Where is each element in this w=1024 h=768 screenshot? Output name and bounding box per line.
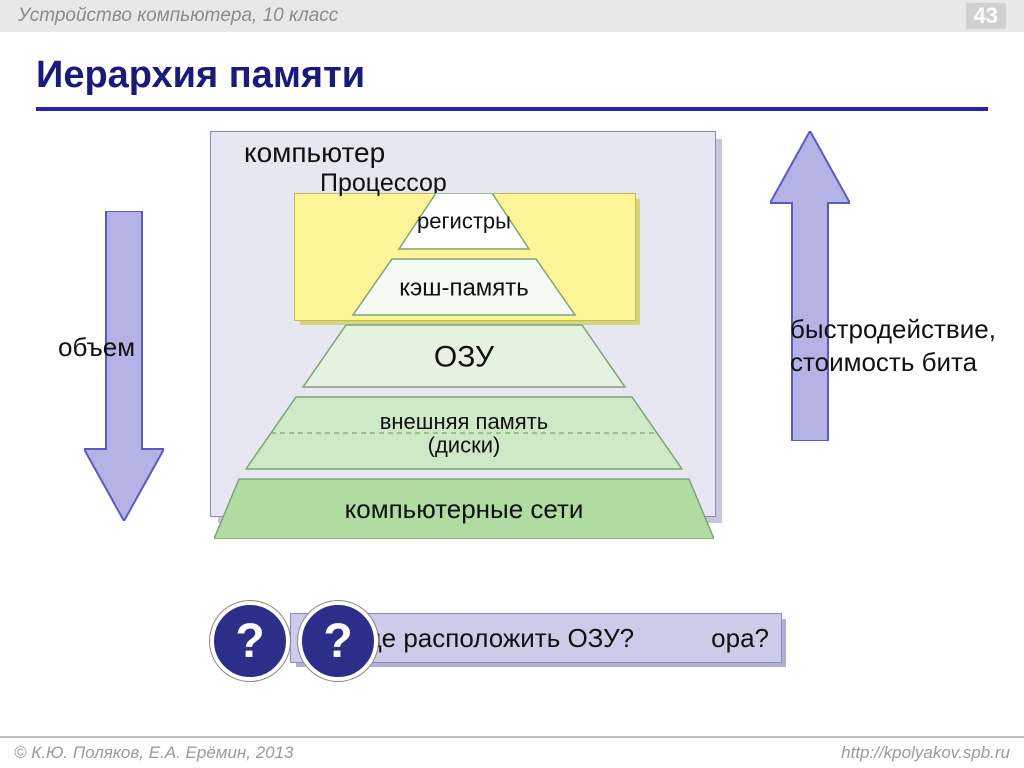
pyramid-level-label: компьютерные сети [345,494,584,524]
pyramid-level-label: кэш-память [399,274,529,301]
question-fragment-right: ора? [711,623,769,654]
question-mark-icon: ? [298,601,378,681]
footer: © К.Ю. Поляков, Е.А. Ерёмин, 2013 http:/… [0,736,1024,768]
page-number: 43 [966,3,1006,29]
top-bar: Устройство компьютера, 10 класс 43 [0,0,1024,32]
pyramid-level-label: (диски) [428,432,501,457]
volume-label: объем [58,331,135,364]
memory-pyramid: регистры кэш-память ОЗУ внешняя память(диск… [214,193,714,539]
title-underline [36,107,988,111]
computer-label: компьютер [244,137,385,169]
speed-arrow-icon [770,131,850,441]
pyramid-level-label: регистры [417,209,511,234]
question-mark-icon: ? [210,601,290,681]
speed-cost-label: быстродействие,стоимость бита [790,313,996,378]
diagram-stage: компьютер Процессор регистрыкэш-памятьОЗ… [0,127,1024,697]
pyramid-level-label: внешняя память [380,409,549,434]
question-text: Где расположить ОЗУ? [354,623,634,654]
volume-arrow-icon [84,211,164,521]
copyright: © К.Ю. Поляков, Е.А. Ерёмин, 2013 [14,743,294,763]
footer-url: http://kpolyakov.spb.ru [841,743,1010,763]
breadcrumb: Устройство компьютера, 10 класс [18,5,338,27]
pyramid-level-label: ОЗУ [434,341,495,374]
page-title: Иерархия памяти [36,54,1024,97]
